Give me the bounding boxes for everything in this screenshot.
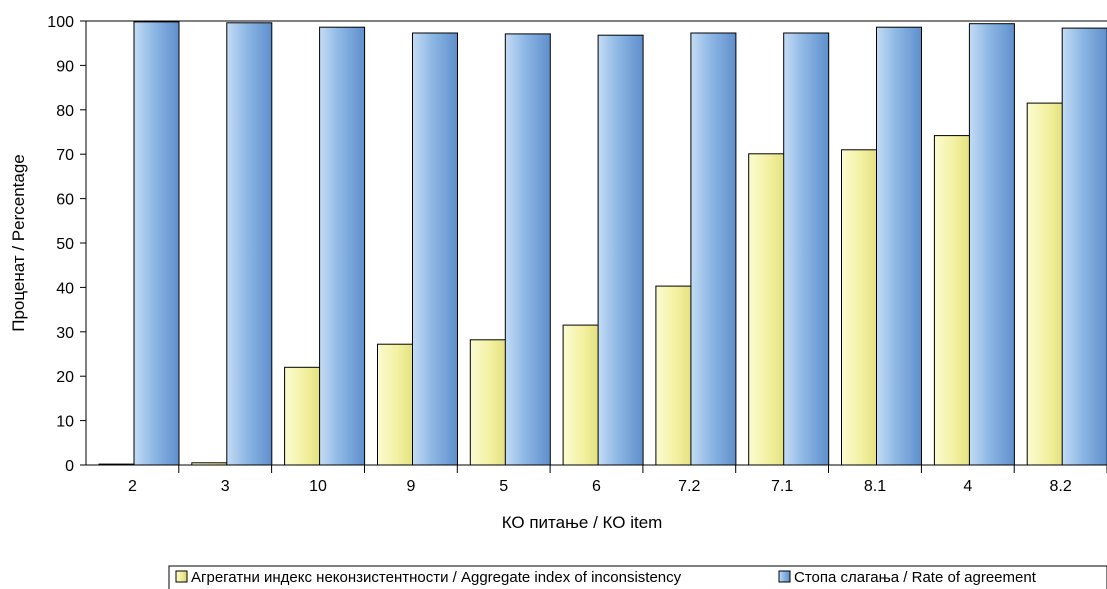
legend-frame	[168, 565, 1107, 589]
x-tick-label: 3	[221, 478, 230, 495]
x-tick-label: 5	[499, 478, 508, 495]
x-tick-label: 7.2	[678, 478, 700, 495]
y-tick-label: 10	[56, 414, 74, 431]
y-tick-label: 100	[47, 14, 74, 31]
bar-agreement-7.2	[690, 32, 737, 466]
y-tick-label: 40	[56, 280, 74, 297]
bar-agreement-5	[504, 33, 551, 466]
bar-agreement-4	[968, 23, 1015, 466]
y-tick-label: 20	[56, 369, 74, 386]
y-tick-label: 90	[56, 58, 74, 75]
x-tick-label: 4	[963, 478, 972, 495]
y-axis-title: Проценат / Percentage	[9, 154, 28, 332]
y-tick-label: 30	[56, 325, 74, 342]
y-tick-label: 80	[56, 103, 74, 120]
bar-agreement-6	[597, 34, 644, 466]
x-tick-label: 8.2	[1049, 478, 1071, 495]
x-tick-label: 6	[592, 478, 601, 495]
legend-label-agreement: Стопа слагања / Rate of agreement	[794, 569, 1037, 586]
bar-agreement-3	[226, 22, 273, 466]
bars-group	[98, 21, 1107, 466]
bar-agreement-7.1	[783, 32, 830, 466]
legend-swatch-inconsistency	[175, 570, 188, 583]
bar-agreement-2	[133, 21, 180, 466]
x-tick-label: 2	[128, 478, 137, 495]
legend-label-inconsistency: Агрегатни индекс неконзистентности / Agg…	[191, 569, 682, 586]
x-axis-title: КО питање / КО item	[502, 513, 663, 532]
bar-agreement-9	[412, 32, 458, 466]
bar-agreement-10	[319, 26, 366, 466]
legend-swatch-agreement	[778, 570, 791, 583]
y-tick-label: 50	[56, 236, 74, 253]
x-tick-label: 10	[309, 478, 327, 495]
x-tick-label: 8.1	[864, 478, 886, 495]
x-tick-label: 7.1	[771, 478, 793, 495]
bar-agreement-8.1	[876, 26, 922, 466]
tick-labels-group: 2 3 10 9 5 6 7.2 7.1 8.1 4 8.2 0 10 20 30 40 50 60 70 80 90 1…	[47, 14, 1072, 495]
bar-agreement-8.2	[1061, 27, 1107, 466]
axes-group	[80, 20, 1107, 473]
x-tick-label: 9	[406, 478, 415, 495]
legend: Агрегатни индекс неконзистентности / Agg…	[168, 565, 1107, 589]
y-tick-label: 70	[56, 147, 74, 164]
y-tick-label: 60	[56, 192, 74, 209]
y-tick-label: 0	[65, 458, 74, 475]
